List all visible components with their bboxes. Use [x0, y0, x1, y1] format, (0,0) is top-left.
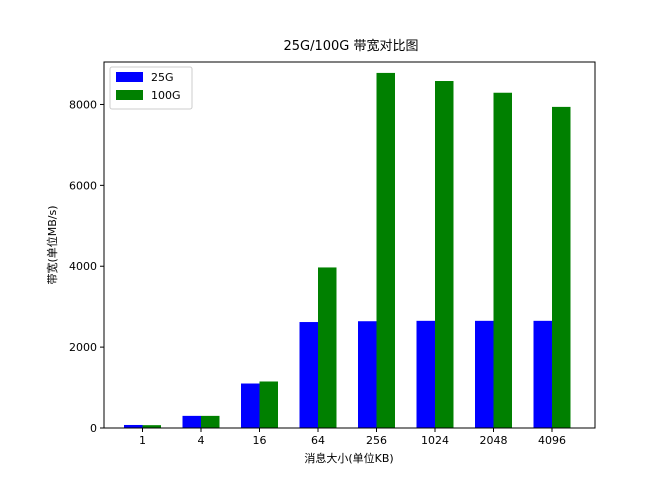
bar-100G-4096 [552, 106, 571, 428]
y-tick-label: 4000 [69, 260, 97, 273]
bar-25G-4096 [533, 320, 552, 428]
chart-title: 25G/100G 带宽对比图 [283, 38, 418, 54]
x-tick-label: 64 [311, 434, 325, 447]
y-tick-label: 8000 [69, 98, 97, 111]
x-tick-label: 4096 [538, 434, 566, 447]
bar-100G-256 [376, 72, 395, 429]
bar-25G-4 [182, 415, 201, 428]
y-axis: 0 2000 4000 6000 8000 [69, 98, 104, 435]
x-axis-title: 消息大小(单位KB) [304, 451, 393, 465]
y-tick-label: 0 [90, 422, 97, 435]
bar-25G-256 [358, 321, 377, 428]
y-axis-title: 带宽(单位MB/s) [45, 205, 59, 284]
bar-25G-1 [124, 424, 143, 428]
bar-25G-16 [241, 383, 260, 428]
x-tick-label: 256 [366, 434, 387, 447]
legend-swatch-100G [116, 90, 143, 100]
legend-label-25G: 25G [151, 71, 174, 84]
x-axis: 1 4 16 64 256 1024 2048 4096 [139, 428, 566, 447]
legend: 25G 100G [109, 66, 193, 110]
bar-100G-1 [142, 425, 161, 428]
x-tick-label: 1 [139, 434, 146, 447]
plot-frame [103, 61, 596, 429]
bar-100G-16 [259, 381, 278, 428]
x-tick-label: 1024 [421, 434, 449, 447]
x-tick-label: 16 [253, 434, 267, 447]
bar-100G-64 [318, 267, 337, 428]
bar-25G-2048 [475, 320, 494, 428]
bar-100G-4 [201, 415, 220, 428]
bar-100G-2048 [493, 92, 512, 429]
bars-group [124, 72, 571, 429]
x-tick-label: 4 [198, 434, 205, 447]
y-tick-label: 2000 [69, 341, 97, 354]
legend-swatch-25G [116, 72, 143, 82]
bar-25G-64 [299, 322, 318, 428]
x-tick-label: 2048 [480, 434, 508, 447]
bar-100G-1024 [435, 81, 454, 428]
legend-label-100G: 100G [151, 89, 181, 102]
bar-25G-1024 [416, 320, 435, 428]
y-tick-label: 6000 [69, 179, 97, 192]
